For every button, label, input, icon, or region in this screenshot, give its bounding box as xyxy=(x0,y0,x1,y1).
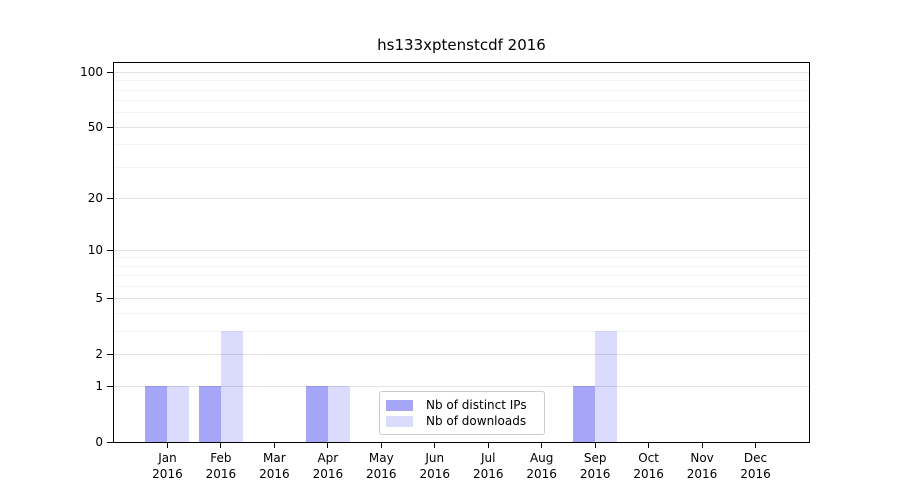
grid-line-minor xyxy=(114,265,809,267)
bar-downloads xyxy=(595,330,618,442)
x-tick-mark xyxy=(594,443,596,448)
legend: Nb of distinct IPs Nb of downloads xyxy=(379,391,545,435)
y-tick-label: 100 xyxy=(80,65,103,79)
grid-line-minor xyxy=(114,100,809,102)
grid-line-minor xyxy=(114,275,809,277)
grid-line-minor xyxy=(114,257,809,259)
x-tick-mark xyxy=(273,443,275,448)
grid-line-minor xyxy=(114,112,809,114)
y-tick-mark xyxy=(107,249,113,251)
y-tick-mark xyxy=(107,386,113,388)
grid-line-major xyxy=(114,197,809,199)
bar-downloads xyxy=(327,386,350,442)
x-tick-mark xyxy=(648,443,650,448)
bar-distinct-ips xyxy=(198,386,221,442)
grid-line-major xyxy=(114,353,809,355)
x-tick-mark xyxy=(166,443,168,448)
y-tick-label: 5 xyxy=(95,291,103,306)
legend-label-distinct-ips: Nb of distinct IPs xyxy=(426,398,527,412)
legend-label-downloads: Nb of downloads xyxy=(426,414,527,428)
x-tick-mark xyxy=(755,443,757,448)
bar-distinct-ips xyxy=(573,386,596,442)
x-tick-label: Sep 2016 xyxy=(579,451,611,481)
x-tick-mark xyxy=(701,443,703,448)
x-tick-label: Dec 2016 xyxy=(740,451,771,481)
x-tick-mark xyxy=(434,443,436,448)
y-tick-mark xyxy=(107,197,113,199)
y-tick-mark xyxy=(107,442,113,443)
x-tick-label: Mar 2016 xyxy=(259,451,290,481)
plot-area: Nb of distinct IPs Nb of downloads xyxy=(113,62,810,443)
legend-swatch-distinct-ips xyxy=(386,399,413,411)
x-tick-label: Aug 2016 xyxy=(526,451,557,481)
y-tick-label: 0 xyxy=(95,435,103,449)
x-tick-label: Jan 2016 xyxy=(152,451,183,481)
y-tick-label: 50 xyxy=(87,119,103,134)
bar-distinct-ips xyxy=(145,386,168,442)
grid-line-major xyxy=(114,386,809,388)
legend-swatch-downloads xyxy=(386,415,413,427)
x-tick-label: Apr 2016 xyxy=(312,451,344,481)
y-tick-mark xyxy=(107,72,113,73)
grid-line-major xyxy=(114,72,809,73)
x-tick-label: Nov 2016 xyxy=(686,451,718,481)
legend-item-distinct-ips: Nb of distinct IPs xyxy=(386,397,536,413)
bar-distinct-ips xyxy=(305,386,328,442)
grid-line-minor xyxy=(114,89,809,91)
x-tick-mark xyxy=(380,443,382,448)
x-tick-mark xyxy=(541,443,543,448)
grid-line-minor xyxy=(114,330,809,332)
grid-line-minor xyxy=(114,285,809,287)
grid-line-minor xyxy=(114,80,809,82)
chart-title: hs133xptenstcdf 2016 xyxy=(377,36,546,54)
y-tick-label: 10 xyxy=(87,242,103,257)
x-tick-label: Feb 2016 xyxy=(205,451,237,481)
x-tick-mark xyxy=(327,443,329,448)
x-tick-label: May 2016 xyxy=(366,451,397,481)
grid-line-minor xyxy=(114,144,809,146)
legend-item-downloads: Nb of downloads xyxy=(386,413,536,429)
x-tick-mark xyxy=(487,443,489,448)
x-tick-label: Oct 2016 xyxy=(633,451,664,481)
bar-downloads xyxy=(167,386,190,442)
y-tick-label: 1 xyxy=(95,379,103,394)
x-tick-mark xyxy=(220,443,222,448)
x-tick-label: Jun 2016 xyxy=(419,451,451,481)
grid-line-major xyxy=(114,298,809,300)
y-tick-label: 20 xyxy=(87,190,103,205)
bar-downloads xyxy=(220,330,243,442)
grid-line-major xyxy=(114,249,809,251)
y-tick-label: 2 xyxy=(95,346,103,361)
grid-line-major xyxy=(114,126,809,128)
x-tick-label: Jul 2016 xyxy=(472,451,504,481)
y-tick-mark xyxy=(107,353,113,355)
grid-line-minor xyxy=(114,312,809,314)
y-tick-mark xyxy=(107,126,113,128)
y-tick-mark xyxy=(107,298,113,300)
grid-line-minor xyxy=(114,166,809,168)
